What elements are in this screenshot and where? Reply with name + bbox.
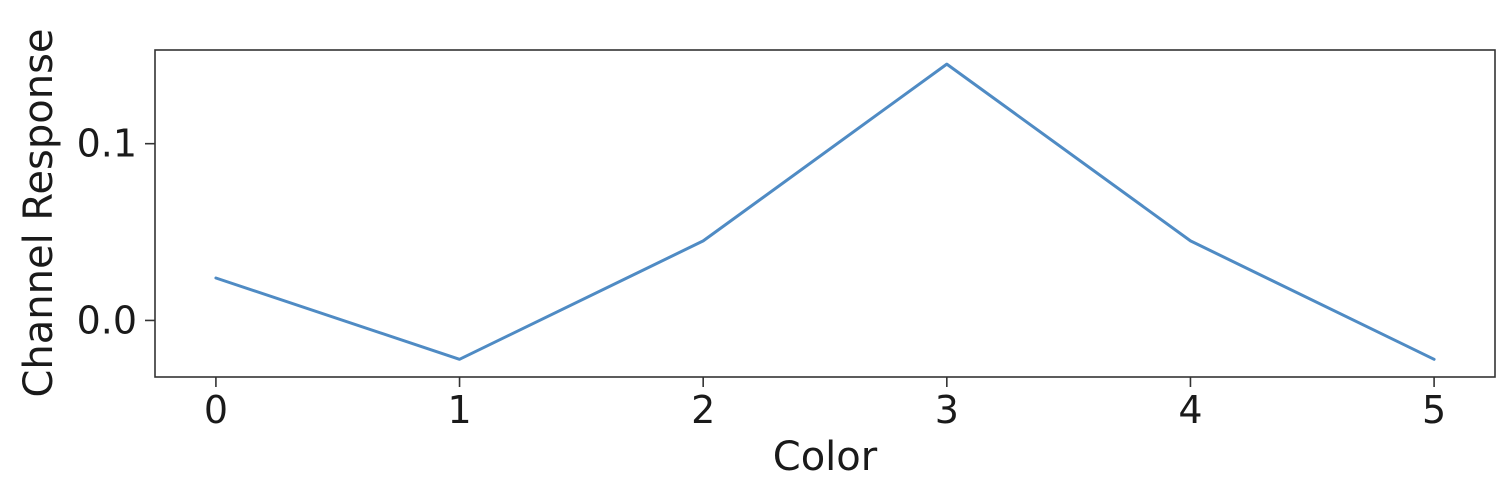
x-tick-label: 0 [204,388,228,432]
y-axis-label: Channel Response [16,28,62,397]
x-tick-label: 5 [1422,388,1446,432]
x-axis: 0 1 2 3 4 5 [204,377,1446,432]
plot-frame [154,49,1496,378]
series-group [214,62,1436,361]
x-axis-label: Color [773,434,878,480]
y-axis: 0.0 0.1 [77,122,155,342]
x-tick-label: 1 [447,388,471,432]
x-tick-label: 3 [935,388,959,432]
x-tick-label: 4 [1178,388,1202,432]
x-tick-label: 2 [691,388,715,432]
y-tick-label: 0.0 [77,298,137,342]
y-tick-label: 0.1 [77,122,137,166]
series-line [214,62,1436,361]
